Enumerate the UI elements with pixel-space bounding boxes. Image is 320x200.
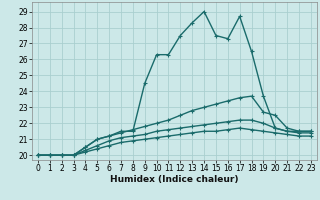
X-axis label: Humidex (Indice chaleur): Humidex (Indice chaleur) <box>110 175 239 184</box>
